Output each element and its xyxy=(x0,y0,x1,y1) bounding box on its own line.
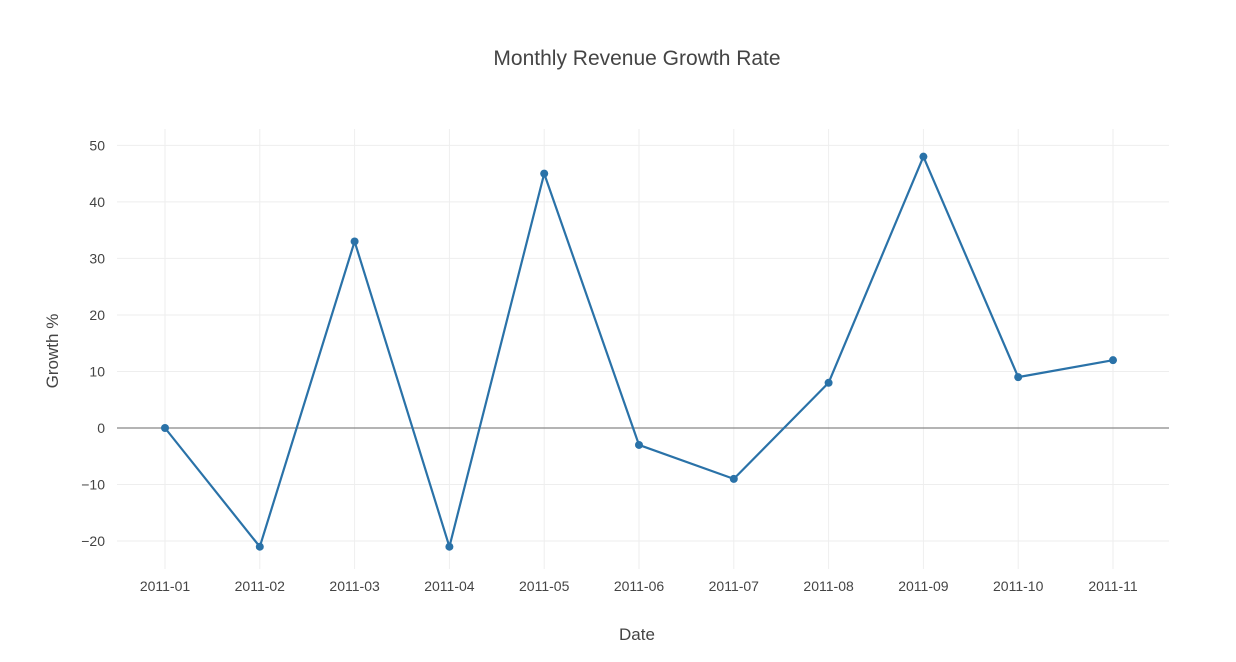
x-tick-label: 2011-11 xyxy=(1088,578,1138,594)
x-tick-label: 2011-09 xyxy=(898,578,949,594)
data-point[interactable] xyxy=(919,152,928,161)
y-tick-label: 50 xyxy=(89,137,105,153)
series-layer xyxy=(161,152,1117,551)
y-tick-label: 0 xyxy=(97,420,105,436)
grid-layer xyxy=(117,129,1169,569)
chart-title: Monthly Revenue Growth Rate xyxy=(493,47,780,70)
data-point[interactable] xyxy=(350,237,359,246)
data-point[interactable] xyxy=(445,542,454,551)
y-tick-label: 40 xyxy=(89,194,105,210)
x-tick-label: 2011-05 xyxy=(519,578,570,594)
y-tick-label: 30 xyxy=(89,250,105,266)
x-tick-label: 2011-10 xyxy=(993,578,1044,594)
y-tick-labels: −20 −10 0 10 20 30 40 50 xyxy=(81,137,105,549)
y-tick-label: 10 xyxy=(89,363,105,379)
x-tick-label: 2011-02 xyxy=(235,578,286,594)
x-tick-labels: 2011-01 2011-02 2011-03 2011-04 2011-05 2011-… xyxy=(140,578,1138,594)
data-point[interactable] xyxy=(1109,356,1117,365)
y-tick-label: 20 xyxy=(89,307,105,323)
data-point[interactable] xyxy=(161,424,169,432)
data-point[interactable] xyxy=(255,542,264,551)
data-point[interactable] xyxy=(824,378,833,387)
y-tick-label: −10 xyxy=(81,477,105,493)
x-tick-label: 2011-08 xyxy=(803,578,854,594)
x-tick-label: 2011-06 xyxy=(614,578,665,594)
x-tick-label: 2011-07 xyxy=(709,578,760,594)
y-axis-title: Growth % xyxy=(43,314,62,389)
y-tick-label: −20 xyxy=(81,533,105,549)
x-tick-label: 2011-01 xyxy=(140,578,191,594)
x-tick-label: 2011-03 xyxy=(329,578,380,594)
data-point[interactable] xyxy=(635,440,643,449)
data-point[interactable] xyxy=(540,169,549,178)
x-axis-title: Date xyxy=(619,625,655,644)
x-tick-label: 2011-04 xyxy=(424,578,475,594)
data-point[interactable] xyxy=(1014,373,1023,382)
data-point[interactable] xyxy=(729,474,738,483)
